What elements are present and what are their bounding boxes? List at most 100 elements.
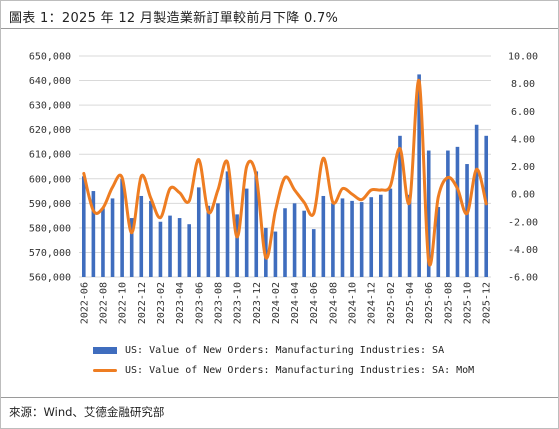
- mom-point: [102, 207, 104, 209]
- bar: [196, 187, 201, 277]
- title-divider: [1, 28, 558, 29]
- bar: [149, 200, 153, 277]
- mom-point: [360, 198, 363, 201]
- mom-point: [427, 261, 430, 263]
- mom-point: [140, 175, 143, 177]
- x-axis-tick-label: 2025-02: [386, 282, 397, 324]
- legend-bar-swatch: [93, 347, 117, 354]
- mom-point: [485, 202, 488, 205]
- x-axis-tick-label: 2025-04: [405, 282, 416, 324]
- left-axis-tick-label: 650,000: [29, 52, 71, 63]
- left-axis-ticks: 560,000 570,000 580,000 590,000 600,000 610,0…: [29, 52, 71, 284]
- x-axis-tick-label: 2023-06: [194, 282, 205, 324]
- x-axis-tick-label: 2022-06: [79, 282, 90, 324]
- bar: [292, 203, 297, 277]
- bar: [302, 210, 306, 277]
- x-axis-tick-label: 2025-12: [482, 282, 493, 324]
- x-axis-tick-label: 2024-12: [367, 282, 378, 324]
- bar: [321, 195, 326, 277]
- mom-point: [188, 200, 190, 202]
- mom-point: [341, 187, 344, 190]
- mom-point: [255, 175, 258, 177]
- bar: [254, 171, 259, 277]
- mom-point: [92, 209, 95, 212]
- mom-point: [408, 201, 411, 204]
- mom-point: [111, 186, 114, 189]
- source-divider: [1, 397, 558, 398]
- mom-point: [456, 187, 459, 190]
- x-axis-tick-label: 2022-08: [98, 282, 109, 324]
- x-axis-tick-label: 2024-02: [271, 282, 282, 324]
- mom-line: [82, 79, 488, 267]
- x-axis-tick-label: 2024-04: [290, 282, 301, 324]
- legend-item-line: US: Value of New Orders: Manufacturing I…: [93, 365, 513, 376]
- bar: [158, 221, 163, 277]
- legend-bar-label: US: Value of New Orders: Manufacturing I…: [125, 345, 445, 356]
- bar: [446, 150, 450, 277]
- bar: [225, 171, 230, 277]
- mom-point: [130, 232, 133, 234]
- legend-item-bar: US: Value of New Orders: Manufacturing I…: [93, 345, 513, 356]
- mom-point: [351, 193, 353, 195]
- mom-point: [150, 197, 152, 200]
- legend-line-swatch: [93, 369, 117, 372]
- bar: [340, 198, 345, 277]
- x-axis-tick-label: 2023-12: [252, 282, 263, 324]
- right-axis-tick-label: 2.00: [511, 162, 535, 173]
- bar: [91, 191, 96, 277]
- x-axis-tick-label: 2023-02: [156, 282, 167, 324]
- mom-point: [370, 189, 373, 191]
- mom-point: [332, 201, 334, 204]
- mom-point: [380, 189, 382, 191]
- mom-point: [178, 191, 181, 194]
- bar: [484, 135, 489, 277]
- mom-point: [437, 196, 440, 198]
- bar: [273, 231, 278, 277]
- bar: [455, 146, 460, 277]
- mom-point: [322, 157, 325, 160]
- x-axis-tick-label: 2023-04: [175, 282, 186, 324]
- mom-point: [169, 187, 171, 190]
- mom-point: [312, 212, 315, 215]
- bar: [331, 203, 335, 277]
- left-axis-tick-label: 640,000: [29, 76, 71, 87]
- left-axis-tick-label: 560,000: [29, 273, 71, 284]
- mom-point: [447, 176, 449, 179]
- line-series: [82, 79, 488, 267]
- mom-point: [159, 216, 162, 219]
- bar: [129, 218, 134, 277]
- right-axis-ticks: -6.00 -4.00 -2.00 0.00 2.00 4.00 6.00 8.00 10.00: [508, 52, 538, 284]
- bar: [474, 124, 479, 277]
- bar: [139, 195, 144, 277]
- bar: [244, 188, 249, 277]
- mom-point: [274, 209, 277, 212]
- chart-canvas: 560,000 570,000 580,000 590,000 600,000 610,0…: [29, 52, 538, 325]
- bar: [283, 208, 287, 277]
- bar-series: [81, 74, 489, 278]
- mom-point: [226, 161, 229, 164]
- bar: [407, 194, 412, 277]
- x-axis-tick-label: 2022-12: [137, 282, 148, 324]
- left-axis-tick-label: 590,000: [29, 199, 71, 210]
- bar: [101, 208, 105, 277]
- mom-point: [475, 168, 478, 171]
- bar: [369, 197, 374, 277]
- mom-point: [121, 176, 123, 179]
- mom-point: [303, 201, 305, 204]
- mom-point: [236, 236, 238, 238]
- bar: [359, 202, 364, 277]
- mom-point: [217, 189, 219, 191]
- mom-point: [207, 211, 210, 213]
- bar: [426, 150, 431, 277]
- bar: [110, 198, 115, 277]
- right-axis-tick-label: -4.00: [508, 245, 538, 256]
- bar: [350, 200, 354, 277]
- bar: [120, 178, 124, 277]
- bar: [216, 203, 220, 277]
- bar: [206, 205, 211, 277]
- mom-point: [197, 158, 200, 161]
- bar: [379, 194, 383, 277]
- left-axis-tick-label: 610,000: [29, 150, 71, 161]
- legend-line-label: US: Value of New Orders: Manufacturing I…: [125, 365, 475, 376]
